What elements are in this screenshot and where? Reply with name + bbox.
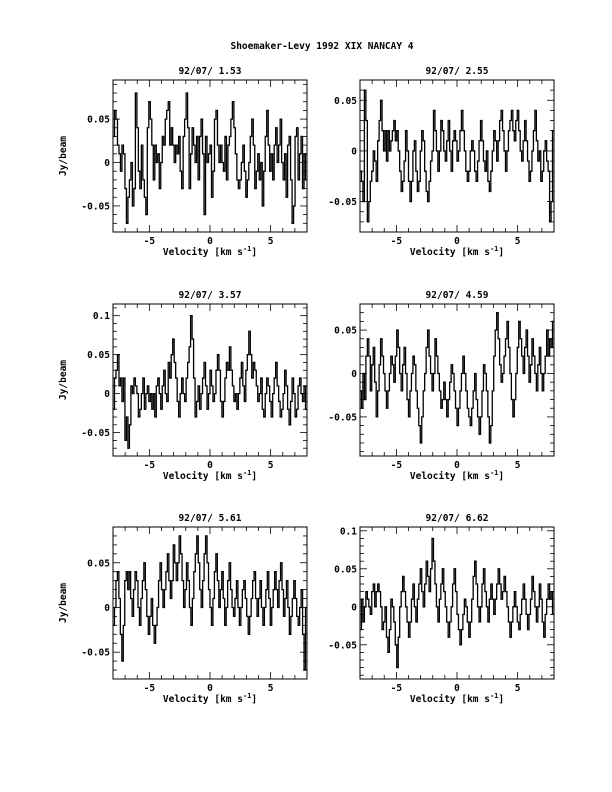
x-tick-label: 5: [515, 236, 521, 247]
x-tick-label: -5: [391, 236, 403, 247]
x-tick-label: 0: [454, 236, 460, 247]
panels: 92/07/ 1.53 -5 0 5 -0.05 0 0.05 Velocity [km s-…: [58, 66, 555, 705]
x-tick-label: -5: [391, 683, 403, 694]
panel-1: 92/07/ 1.53 -5 0 5 -0.05 0 0.05 Velocity [km s-…: [58, 66, 308, 258]
y-axis-label: Jy/beam: [58, 360, 69, 400]
x-axis-label: Velocity [km s-1]: [410, 469, 504, 482]
x-tick-label: 5: [268, 236, 274, 247]
y-tick-label: 0: [104, 603, 110, 614]
x-axis-label: Velocity [km s-1]: [163, 245, 257, 258]
y-tick-label: 0: [351, 146, 357, 157]
x-tick-label: 0: [454, 683, 460, 694]
y-tick-label: -0.05: [328, 197, 357, 208]
panel-title: 92/07/ 1.53: [179, 66, 242, 77]
x-tick-label: -5: [391, 460, 403, 471]
y-tick-label: 0.1: [93, 311, 110, 322]
y-tick-label: -0.05: [328, 412, 357, 423]
y-tick-label: 0: [351, 602, 357, 613]
x-tick-label: 0: [454, 460, 460, 471]
x-tick-label: 5: [268, 460, 274, 471]
x-tick-label: 0: [207, 236, 213, 247]
y-tick-label: 0.05: [334, 96, 357, 107]
y-tick-label: -0.05: [81, 428, 110, 439]
x-tick-label: 0: [207, 683, 213, 694]
x-tick-label: 5: [515, 460, 521, 471]
spectrum-line: [113, 315, 307, 449]
x-tick-label: -5: [144, 460, 156, 471]
x-axis-label: Velocity [km s-1]: [410, 245, 504, 258]
panel-6: 92/07/ 6.62 -5 0 5 -0.05 0 0.05 0.1 Velocity [km…: [328, 513, 555, 705]
y-tick-label: 0.05: [87, 350, 110, 361]
x-tick-label: 5: [268, 683, 274, 694]
x-axis-label: Velocity [km s-1]: [163, 469, 257, 482]
y-tick-label: 0: [104, 389, 110, 400]
x-axis-label: Velocity [km s-1]: [410, 692, 504, 705]
y-tick-label: -0.05: [81, 648, 110, 659]
y-tick-label: 0.05: [334, 326, 357, 337]
y-tick-label: 0: [104, 158, 110, 169]
y-tick-label: 0.05: [87, 558, 110, 569]
spectrum-line: [360, 89, 554, 223]
panel-title: 92/07/ 3.57: [179, 290, 242, 301]
spectrum-line: [360, 537, 554, 669]
y-tick-label: 0.05: [334, 564, 357, 575]
panel-title: 92/07/ 5.61: [179, 513, 242, 524]
panel-5: 92/07/ 5.61 -5 0 5 -0.05 0 0.05 Velocity [km s-…: [58, 513, 308, 705]
y-tick-label: 0.05: [87, 115, 110, 126]
plot-frame: [112, 79, 308, 233]
panel-title: 92/07/ 6.62: [426, 513, 489, 524]
y-axis-label: Jy/beam: [58, 583, 69, 623]
spectrum-line: [113, 92, 307, 224]
spectrum-line: [113, 535, 307, 671]
x-tick-label: -5: [144, 683, 156, 694]
figure-title: Shoemaker-Levy 1992 XIX NANCAY 4: [230, 41, 413, 52]
y-tick-label: 0: [351, 369, 357, 380]
x-axis-label: Velocity [km s-1]: [163, 692, 257, 705]
y-tick-label: -0.05: [328, 640, 357, 651]
panel-title: 92/07/ 2.55: [426, 66, 489, 77]
panel-4: 92/07/ 4.59 -5 0 5 -0.05 0 0.05 Velocity [km s-…: [328, 290, 555, 482]
x-tick-label: 0: [207, 460, 213, 471]
panel-2: 92/07/ 2.55 -5 0 5 -0.05 0 0.05 Velocity [km s-…: [328, 66, 555, 258]
panel-3: 92/07/ 3.57 -5 0 5 -0.05 0 0.05 0.1 Velocity [km…: [58, 290, 308, 482]
y-axis-label: Jy/beam: [58, 136, 69, 176]
y-tick-label: -0.05: [81, 201, 110, 212]
y-tick-label: 0.1: [340, 526, 357, 537]
x-tick-label: -5: [144, 236, 156, 247]
panel-title: 92/07/ 4.59: [426, 290, 489, 301]
spectrum-line: [360, 312, 554, 444]
x-tick-label: 5: [515, 683, 521, 694]
